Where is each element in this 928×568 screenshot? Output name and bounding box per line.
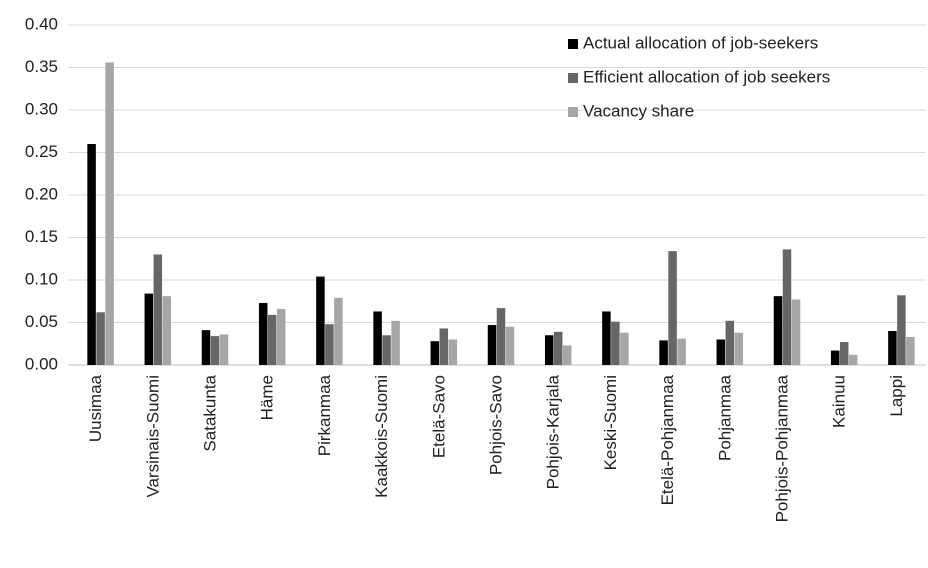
bar — [725, 320, 735, 365]
bar — [553, 331, 563, 365]
x-tick-label: Pohjois-Pohjanmaa — [772, 374, 791, 522]
y-tick-label: 0.40 — [25, 14, 58, 33]
x-tick-label: Keski-Suomi — [601, 375, 620, 470]
bar — [382, 335, 391, 365]
x-tick-label: Kainuu — [830, 375, 849, 428]
bar — [316, 276, 325, 365]
bar — [611, 321, 620, 365]
bar — [668, 251, 677, 365]
bar — [325, 324, 334, 365]
x-tick-label: Varsinais-Suomi — [143, 375, 162, 498]
bar — [258, 302, 268, 365]
bar — [782, 249, 792, 365]
bar — [830, 350, 840, 365]
bar — [897, 295, 906, 365]
bar — [888, 331, 897, 365]
x-tick-label: Lappi — [887, 375, 906, 417]
bar — [430, 341, 440, 365]
y-tick-label: 0.10 — [25, 269, 58, 288]
legend-label: Efficient allocation of job seekers — [583, 67, 830, 86]
x-tick-label: Pirkanmaa — [315, 374, 334, 456]
bar — [677, 338, 686, 365]
bar — [773, 296, 783, 365]
y-tick-label: 0.30 — [25, 99, 58, 118]
bar — [334, 297, 343, 365]
bar — [505, 326, 515, 365]
bar — [439, 328, 449, 365]
bar — [487, 325, 497, 365]
bar — [562, 345, 572, 365]
bar — [602, 311, 611, 365]
x-tick-label: Pohjois-Karjala — [544, 374, 563, 489]
x-tick-label: Pohjois-Savo — [486, 375, 505, 475]
bar — [848, 354, 858, 365]
bar — [734, 332, 744, 365]
bar — [716, 339, 726, 365]
bar — [906, 336, 915, 365]
bar — [96, 312, 105, 365]
y-tick-label: 0.35 — [25, 57, 58, 76]
x-tick-label: Satakunta — [200, 374, 219, 451]
x-tick-label: Etelä-Pohjanmaa — [658, 374, 677, 505]
bar — [267, 314, 277, 365]
x-tick-label: Etelä-Savo — [429, 375, 448, 458]
legend-swatch — [568, 107, 578, 117]
y-tick-label: 0.20 — [25, 184, 58, 203]
bar — [659, 340, 668, 365]
x-tick-label: Häme — [258, 375, 277, 420]
bar — [162, 296, 172, 365]
x-tick-label: Pohjanmaa — [715, 374, 734, 461]
bar — [448, 339, 458, 365]
bar — [496, 308, 506, 365]
y-tick-label: 0.05 — [25, 312, 58, 331]
bar — [391, 320, 400, 365]
legend-swatch — [568, 73, 578, 83]
bar — [276, 308, 286, 365]
bar — [620, 332, 629, 365]
bar — [544, 335, 554, 365]
bar — [105, 62, 114, 366]
x-tick-label: Uusimaa — [86, 374, 105, 442]
bar — [373, 311, 382, 365]
legend-label: Vacancy share — [583, 101, 694, 120]
bar — [201, 330, 211, 365]
y-tick-label: 0.25 — [25, 142, 58, 161]
bar — [144, 293, 154, 365]
bar — [791, 299, 801, 365]
y-tick-label: 0.15 — [25, 227, 58, 246]
bar — [153, 254, 163, 365]
legend-swatch — [568, 39, 578, 49]
bar — [219, 334, 229, 365]
bar — [87, 144, 96, 365]
x-tick-label: Kaakkois-Suomi — [372, 375, 391, 498]
bar — [839, 342, 849, 365]
y-tick-label: 0.00 — [25, 354, 58, 373]
bar — [210, 336, 220, 365]
legend-label: Actual allocation of job-seekers — [583, 33, 818, 52]
